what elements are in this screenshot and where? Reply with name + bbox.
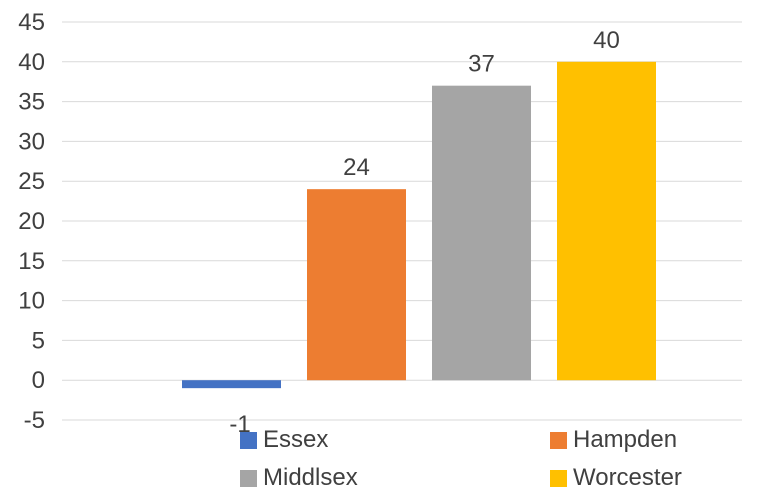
legend-swatch-middlsex: [240, 469, 257, 487]
y-tick-label: 5: [32, 327, 45, 354]
legend-item-middlsex: Middlsex: [240, 462, 550, 494]
legend-label-hampden: Hampden: [573, 426, 678, 453]
data-label-hampden: 24: [343, 154, 370, 181]
y-tick-label: 0: [32, 367, 45, 394]
legend-label-worcester: Worcester: [573, 464, 682, 491]
legend-swatch-worcester: [550, 469, 567, 487]
y-tick-label: 25: [18, 168, 45, 195]
bar-middlsex: [432, 85, 531, 381]
legend-item-hampden: Hampden: [550, 424, 740, 456]
y-tick-label: 10: [18, 288, 45, 315]
data-label-middlsex: 37: [468, 51, 495, 78]
bar-essex: [182, 380, 281, 389]
bar-worcester: [557, 61, 656, 381]
data-label-essex: -1: [229, 411, 250, 438]
bar-hampden: [307, 189, 406, 381]
legend: Essex Hampden Middlsex Worcester: [240, 424, 740, 494]
legend-swatch-hampden: [550, 431, 567, 449]
y-tick-label: -5: [24, 407, 45, 434]
data-label-worcester: 40: [593, 27, 620, 54]
legend-label-essex: Essex: [263, 426, 329, 453]
y-axis-tick-labels: -5 0 5 10 15 20 25 30 35 40 45: [18, 9, 45, 434]
legend-item-essex: Essex: [240, 424, 550, 456]
bars: [182, 61, 656, 389]
y-tick-label: 35: [18, 89, 45, 116]
y-tick-label: 20: [18, 208, 45, 235]
data-labels: -1 24 37 40: [229, 27, 620, 438]
legend-swatch-essex: [240, 431, 257, 449]
y-tick-label: 40: [18, 49, 45, 76]
y-tick-label: 15: [18, 248, 45, 275]
y-tick-label: 45: [18, 9, 45, 36]
legend-label-middlsex: Middlsex: [263, 464, 358, 491]
legend-item-worcester: Worcester: [550, 462, 740, 494]
y-tick-label: 30: [18, 128, 45, 155]
